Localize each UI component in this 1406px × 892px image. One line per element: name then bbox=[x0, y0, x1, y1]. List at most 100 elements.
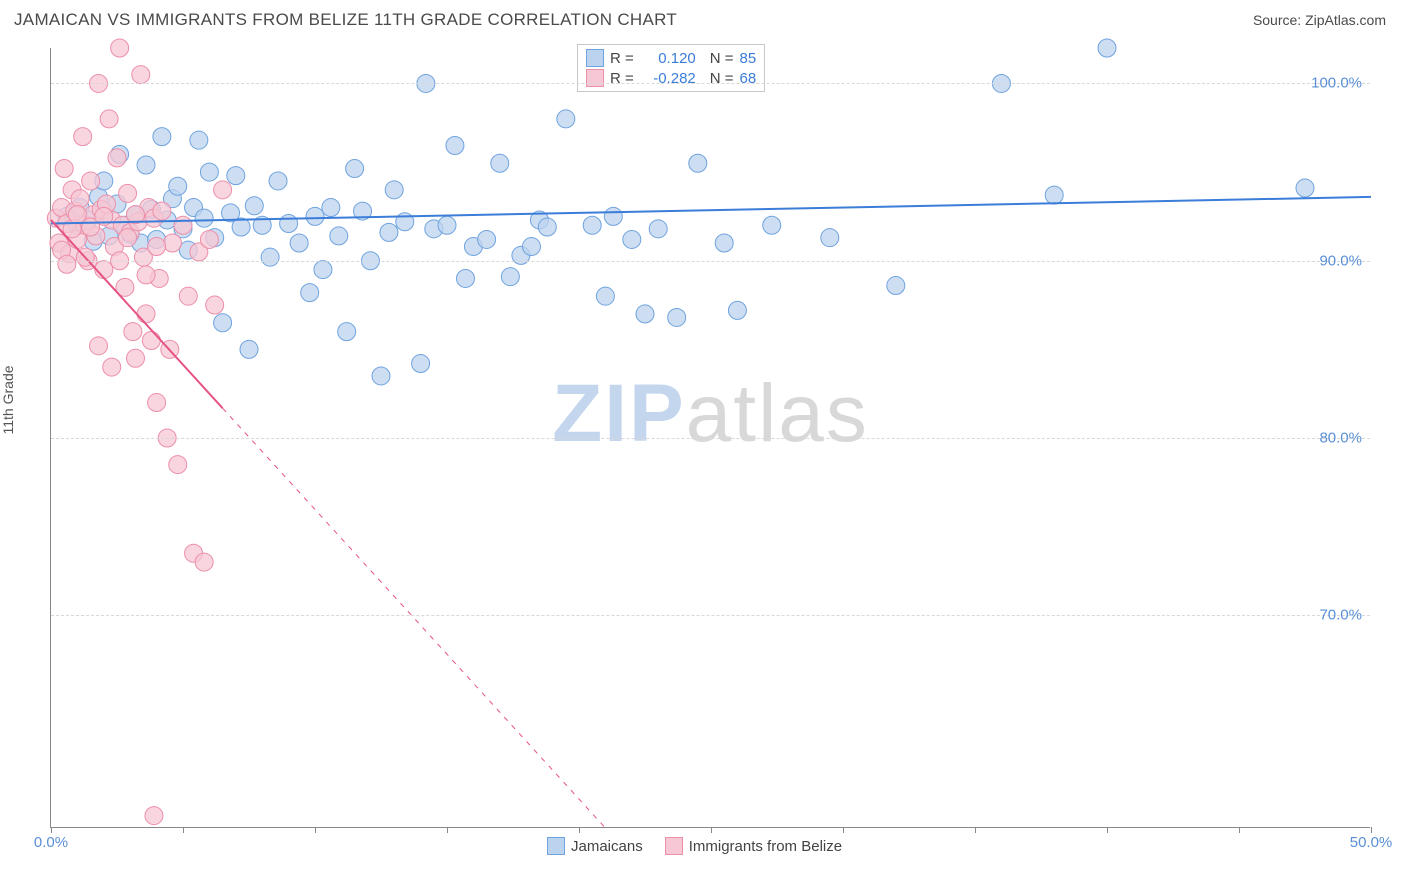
gridline bbox=[51, 438, 1370, 439]
x-tick-label: 50.0% bbox=[1350, 834, 1393, 851]
x-tick bbox=[183, 827, 184, 833]
data-point bbox=[290, 234, 308, 252]
data-point bbox=[55, 160, 73, 178]
series-legend-item: Jamaicans bbox=[547, 837, 643, 855]
gridline bbox=[51, 615, 1370, 616]
data-point bbox=[728, 301, 746, 319]
data-point bbox=[174, 216, 192, 234]
chart-wrapper: 11th Grade ZIPatlas R =0.120N =85R =-0.2… bbox=[0, 36, 1406, 886]
data-point bbox=[206, 296, 224, 314]
data-point bbox=[557, 110, 575, 128]
data-point bbox=[142, 332, 160, 350]
data-point bbox=[689, 154, 707, 172]
legend-swatch bbox=[547, 837, 565, 855]
data-point bbox=[103, 358, 121, 376]
data-point bbox=[119, 184, 137, 202]
data-point bbox=[604, 207, 622, 225]
source-attribution: Source: ZipAtlas.com bbox=[1253, 12, 1386, 28]
data-point bbox=[227, 167, 245, 185]
data-point bbox=[195, 553, 213, 571]
data-point bbox=[501, 268, 519, 286]
data-point bbox=[153, 128, 171, 146]
data-point bbox=[74, 128, 92, 146]
legend-swatch bbox=[665, 837, 683, 855]
x-tick bbox=[711, 827, 712, 833]
data-point bbox=[372, 367, 390, 385]
gridline bbox=[51, 83, 1370, 84]
x-tick bbox=[1371, 827, 1372, 833]
data-point bbox=[269, 172, 287, 190]
y-tick-label: 80.0% bbox=[1319, 430, 1362, 447]
data-point bbox=[240, 340, 258, 358]
plot-area: ZIPatlas R =0.120N =85R =-0.282N =68 Jam… bbox=[50, 48, 1370, 828]
data-point bbox=[314, 261, 332, 279]
correlation-legend-row: R =-0.282N =68 bbox=[586, 68, 756, 88]
data-point bbox=[195, 209, 213, 227]
data-point bbox=[245, 197, 263, 215]
x-tick bbox=[315, 827, 316, 833]
data-point bbox=[715, 234, 733, 252]
x-tick bbox=[975, 827, 976, 833]
data-point bbox=[148, 238, 166, 256]
data-point bbox=[438, 216, 456, 234]
title-bar: JAMAICAN VS IMMIGRANTS FROM BELIZE 11TH … bbox=[0, 0, 1406, 36]
series-legend: Jamaicans Immigrants from Belize bbox=[547, 837, 842, 855]
x-tick bbox=[1107, 827, 1108, 833]
data-point bbox=[649, 220, 667, 238]
data-point bbox=[200, 230, 218, 248]
series-legend-label: Immigrants from Belize bbox=[689, 838, 842, 855]
data-point bbox=[153, 202, 171, 220]
data-point bbox=[82, 172, 100, 190]
n-value: 85 bbox=[740, 50, 757, 67]
x-tick bbox=[447, 827, 448, 833]
data-point bbox=[522, 238, 540, 256]
data-point bbox=[636, 305, 654, 323]
data-point bbox=[145, 807, 163, 825]
x-tick bbox=[579, 827, 580, 833]
trend-line-dashed bbox=[223, 408, 606, 828]
data-point bbox=[261, 248, 279, 266]
x-tick bbox=[1239, 827, 1240, 833]
data-point bbox=[887, 277, 905, 295]
data-point bbox=[280, 215, 298, 233]
data-point bbox=[100, 110, 118, 128]
data-point bbox=[623, 230, 641, 248]
r-label: R = bbox=[610, 50, 634, 67]
n-label: N = bbox=[710, 50, 734, 67]
data-point bbox=[169, 177, 187, 195]
data-point bbox=[200, 163, 218, 181]
data-point bbox=[330, 227, 348, 245]
chart-title: JAMAICAN VS IMMIGRANTS FROM BELIZE 11TH … bbox=[14, 10, 677, 30]
data-point bbox=[179, 287, 197, 305]
y-tick-label: 70.0% bbox=[1319, 607, 1362, 624]
data-point bbox=[412, 355, 430, 373]
data-point bbox=[306, 207, 324, 225]
data-point bbox=[190, 131, 208, 149]
data-point bbox=[71, 190, 89, 208]
data-point bbox=[583, 216, 601, 234]
legend-swatch bbox=[586, 49, 604, 67]
y-tick-label: 90.0% bbox=[1319, 252, 1362, 269]
data-point bbox=[446, 137, 464, 155]
data-point bbox=[538, 218, 556, 236]
data-point bbox=[1098, 39, 1116, 57]
data-point bbox=[111, 39, 129, 57]
x-tick bbox=[51, 827, 52, 833]
data-point bbox=[380, 223, 398, 241]
data-point bbox=[214, 181, 232, 199]
data-point bbox=[119, 229, 137, 247]
data-point bbox=[1045, 186, 1063, 204]
data-point bbox=[478, 230, 496, 248]
data-point bbox=[668, 308, 686, 326]
x-tick bbox=[843, 827, 844, 833]
data-point bbox=[763, 216, 781, 234]
data-point bbox=[346, 160, 364, 178]
data-point bbox=[90, 337, 108, 355]
data-point bbox=[169, 456, 187, 474]
data-point bbox=[163, 234, 181, 252]
data-point bbox=[338, 323, 356, 341]
data-point bbox=[126, 349, 144, 367]
data-point bbox=[137, 156, 155, 174]
correlation-legend-row: R =0.120N =85 bbox=[586, 48, 756, 68]
data-point bbox=[596, 287, 614, 305]
